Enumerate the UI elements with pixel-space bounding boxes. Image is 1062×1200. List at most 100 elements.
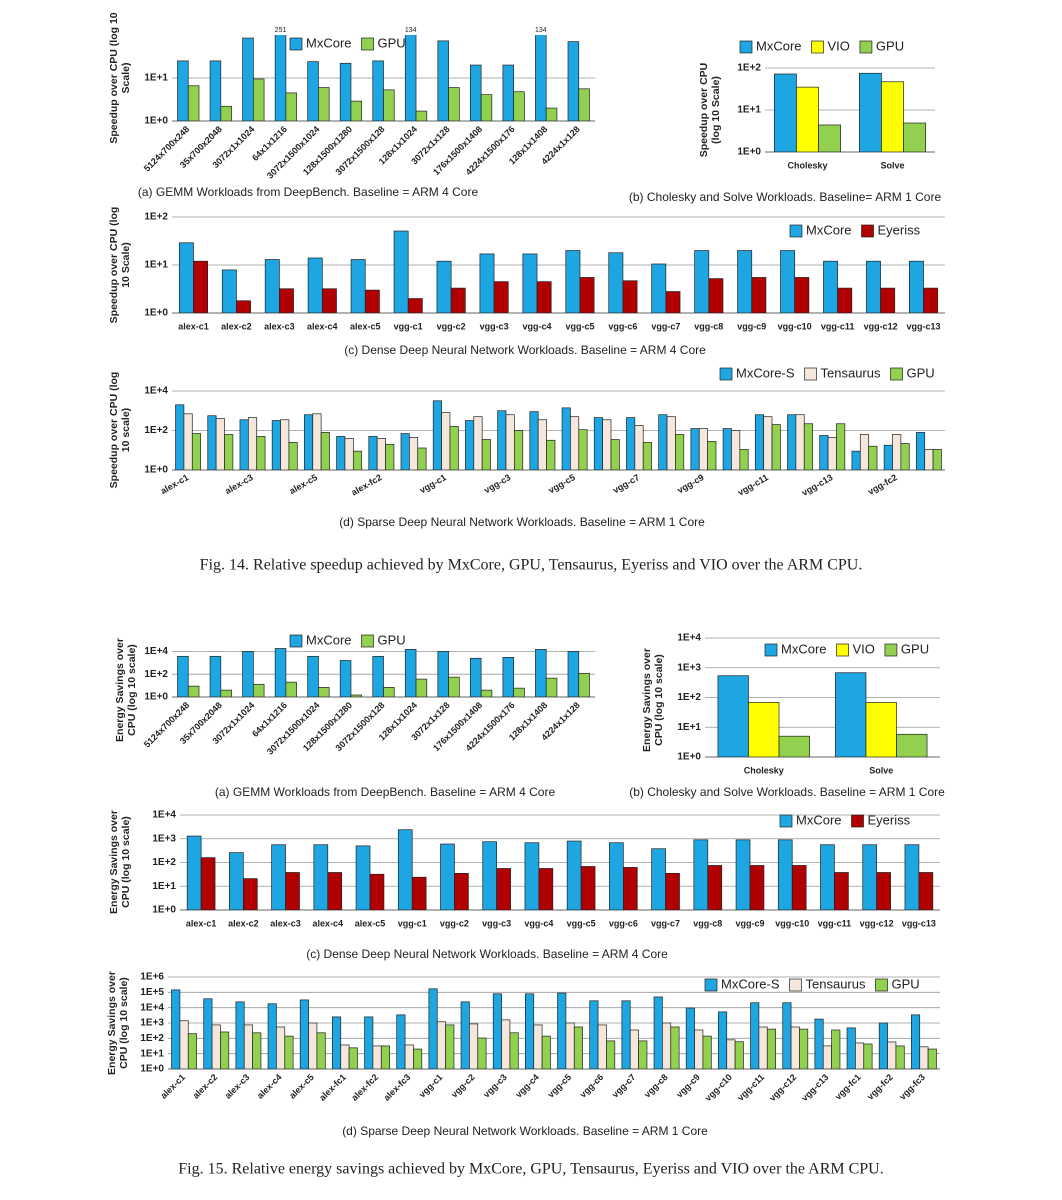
bar — [708, 278, 724, 313]
legend-label: VIO — [828, 38, 850, 53]
bar — [242, 37, 254, 121]
bar — [651, 263, 667, 313]
bar — [868, 445, 878, 470]
bar — [666, 416, 676, 470]
bar — [887, 1041, 897, 1069]
bar — [823, 260, 838, 313]
y-tick-label: 1E+0 — [144, 308, 168, 319]
bar — [535, 35, 547, 121]
x-tick-label: alex-c3 — [264, 321, 295, 331]
x-tick-label: alex-c1 — [159, 1072, 188, 1101]
bar — [209, 655, 222, 697]
bar — [621, 1000, 631, 1069]
bar — [436, 260, 452, 313]
y-axis-label: Speedup over CPU (log 10 scale) — [108, 371, 132, 489]
legend-swatch — [739, 40, 753, 54]
bar — [837, 287, 853, 313]
bar — [215, 418, 225, 470]
bar — [470, 657, 482, 697]
legend-swatch — [811, 40, 824, 54]
bar — [465, 420, 475, 470]
x-tick-label: vgg-c5 — [547, 472, 577, 495]
legend-swatch — [361, 37, 374, 51]
bar — [589, 1000, 599, 1069]
x-tick-label: alex-c5 — [350, 321, 381, 331]
bar — [513, 91, 525, 121]
y-axis-label: Energy Savings over CPU (log 10 scale) — [106, 971, 130, 1075]
legend-label: MxCore — [781, 641, 827, 656]
bar — [717, 675, 749, 757]
bar — [675, 434, 685, 470]
y-tick-label: 1E+0 — [677, 752, 701, 763]
x-tick-label: alex-c5 — [288, 472, 319, 496]
y-tick-label: 1E+0 — [144, 692, 168, 703]
bar — [546, 439, 556, 470]
x-tick-label: vgg-c12 — [864, 321, 898, 331]
bar — [187, 85, 200, 121]
bar — [369, 873, 385, 910]
chart-caption: (d) Sparse Deep Neural Network Workloads… — [339, 515, 705, 529]
bar — [670, 1026, 680, 1069]
bar — [735, 839, 751, 910]
bar — [773, 73, 797, 152]
bar — [726, 1039, 736, 1069]
legend-label: MxCore — [306, 35, 352, 50]
x-tick-label: vgg-c3 — [480, 321, 509, 331]
y-tick-label: 1E+1 — [677, 722, 701, 733]
x-tick-label: vgg-c11 — [735, 1072, 766, 1103]
y-tick-label: 1E+2 — [152, 857, 176, 868]
bar — [561, 407, 571, 470]
bar — [698, 428, 708, 470]
legend-label: MxCore — [306, 632, 352, 647]
x-tick-label: Solve — [880, 160, 904, 170]
bar — [352, 450, 363, 470]
bar — [787, 414, 797, 470]
bar — [480, 94, 493, 121]
bar — [707, 441, 717, 470]
bar — [626, 417, 636, 470]
bar — [685, 1007, 695, 1069]
legend-swatch — [719, 367, 733, 381]
x-tick-label: alex-c5 — [355, 918, 386, 928]
bar — [220, 689, 232, 697]
y-tick-label: 1E+4 — [152, 810, 176, 821]
bar — [383, 89, 395, 121]
y-label-box: Speedup over CPU (log 10 scale) — [108, 371, 132, 489]
bar — [496, 868, 511, 910]
bar — [221, 269, 237, 313]
bar — [814, 1018, 824, 1069]
bar — [284, 1035, 294, 1069]
bar — [404, 649, 417, 697]
bar — [437, 651, 449, 697]
bar — [482, 841, 498, 910]
bar — [578, 429, 588, 470]
bar — [629, 1029, 639, 1069]
bar — [734, 1041, 744, 1069]
bars — [186, 829, 934, 910]
bar — [525, 993, 535, 1069]
bar — [780, 250, 796, 313]
bar — [479, 253, 495, 313]
y-tick-label: 1E+0 — [152, 905, 176, 916]
bar — [376, 438, 386, 470]
bar — [264, 259, 280, 313]
bar — [207, 415, 217, 470]
chart-caption: (a) GEMM Workloads from DeepBench. Basel… — [215, 785, 556, 799]
x-tick-label: alex-c4 — [255, 1072, 284, 1101]
chart: 1E+0 1E+2 1E+4 alex-c1 alex-c3 alex-c5 alex-fc… — [108, 365, 945, 529]
chart: 1E+0 1E+1 1E+2 1E+3 1E+4 Cholesky Solve MxCore V… — [629, 633, 945, 800]
bar — [606, 1040, 616, 1069]
bar — [344, 438, 354, 470]
bar — [766, 1028, 776, 1069]
legend-swatch — [789, 224, 803, 238]
bar — [350, 259, 366, 313]
bar — [364, 289, 380, 313]
x-tick-label: vgg-c1 — [398, 918, 427, 928]
bar — [383, 687, 395, 697]
y-tick-label: 1E+0 — [140, 1064, 164, 1075]
bar — [819, 435, 829, 470]
bar — [578, 672, 590, 697]
bar — [473, 416, 483, 470]
bar — [834, 872, 849, 910]
